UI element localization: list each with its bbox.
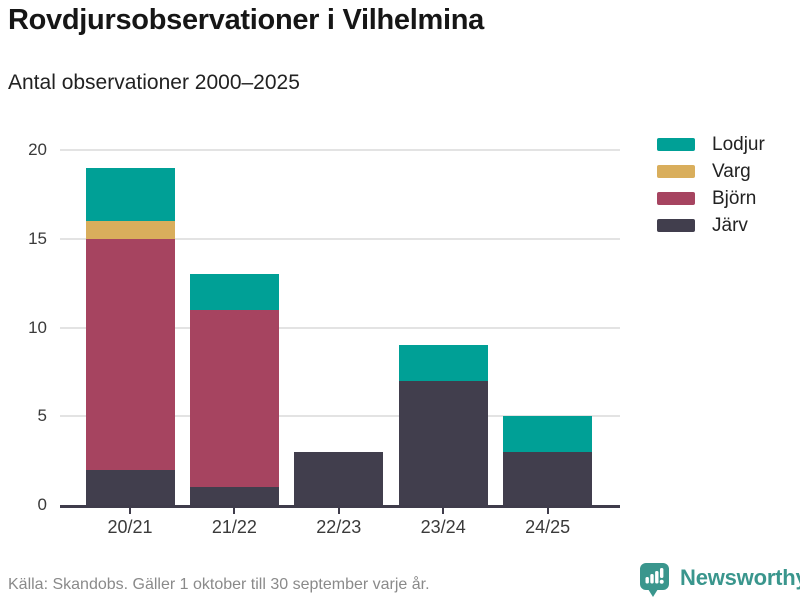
- plot-area: [60, 149, 620, 505]
- x-tick-label-20-21: 20/21: [107, 517, 153, 537]
- bar-20-21-lodjur: [85, 167, 175, 221]
- legend-swatch-varg: [657, 165, 695, 178]
- bar-21-22-lodjur: [189, 274, 279, 310]
- gridline-y-15: [60, 237, 620, 240]
- x-axis-line: [60, 505, 620, 508]
- legend-item-lodjur: Lodjur: [657, 133, 765, 155]
- y-tick-label-0: 0: [37, 495, 47, 514]
- source-note: Källa: Skandobs. Gäller 1 oktober till 3…: [8, 576, 430, 593]
- bar-22-23-järv: [294, 451, 384, 505]
- bar-24-25-lodjur: [503, 416, 593, 452]
- bar-23-24-lodjur: [398, 345, 488, 381]
- bar-24-25-järv: [503, 451, 593, 505]
- bar-21-22-järv: [189, 487, 279, 505]
- y-tick-label-10: 10: [28, 317, 47, 337]
- gridline-y-20: [60, 149, 620, 151]
- legend-item-järv: Järv: [657, 214, 765, 236]
- bar-20-21-järv: [85, 469, 175, 505]
- x-tick-22-23: [337, 508, 340, 514]
- x-tick-23-24: [442, 508, 445, 514]
- legend-label-björn: Björn: [712, 187, 757, 209]
- x-tick-24-25: [546, 508, 549, 514]
- bar-23-24-järv: [398, 380, 488, 505]
- y-tick-label-20: 20: [28, 140, 47, 159]
- x-tick-label-23-24: 23/24: [420, 517, 466, 537]
- legend: Lodjur Varg Björn Järv: [657, 133, 765, 243]
- legend-label-lodjur: Lodjur: [712, 133, 765, 155]
- x-tick-label-24-25: 24/25: [525, 517, 571, 537]
- legend-label-järv: Järv: [712, 214, 748, 236]
- x-tick-20-21: [129, 508, 131, 514]
- bar-20-21-varg: [85, 221, 175, 239]
- brand-name: Newsworthy: [680, 565, 800, 590]
- x-tick-label-21-22: 21/22: [211, 517, 257, 537]
- y-tick-label-15: 15: [28, 228, 47, 248]
- bar-20-21-björn: [85, 238, 175, 470]
- legend-swatch-järv: [657, 219, 695, 232]
- legend-item-björn: Björn: [657, 187, 765, 209]
- chart-subtitle: Antal observationer 2000–2025: [8, 71, 300, 94]
- bar-21-22-björn: [189, 309, 279, 488]
- legend-item-varg: Varg: [657, 160, 765, 182]
- x-tick-21-22: [233, 508, 236, 514]
- x-tick-label-22-23: 22/23: [316, 517, 362, 537]
- gridline-y-5: [60, 415, 620, 418]
- legend-swatch-björn: [657, 192, 695, 205]
- newsworthy-icon: [640, 563, 669, 597]
- gridline-y-10: [60, 326, 620, 329]
- y-tick-label-5: 5: [37, 406, 47, 426]
- chart-title: Rovdjursobservationer i Vilhelmina: [8, 4, 484, 36]
- legend-swatch-lodjur: [657, 138, 695, 151]
- brand-logo: Newsworthy: [639, 562, 800, 600]
- legend-label-varg: Varg: [712, 160, 751, 182]
